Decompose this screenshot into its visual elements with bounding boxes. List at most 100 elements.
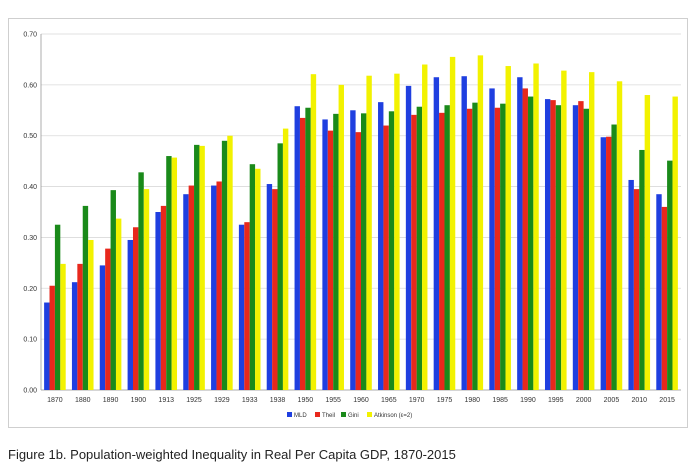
bar-theil-1880 — [77, 263, 83, 390]
y-tick-label: 0.20 — [23, 286, 37, 293]
bar-theil-1925 — [188, 185, 195, 390]
x-tick-label: 1970 — [409, 397, 425, 404]
legend-label: Theil — [322, 413, 335, 419]
bar-gini-1900 — [138, 172, 144, 390]
bar-atkinson-1870 — [60, 263, 66, 390]
bar-atkinson-1990 — [533, 63, 539, 391]
x-tick-label: 1929 — [214, 397, 230, 404]
bar-mld-1880 — [71, 282, 78, 390]
bar-gini-1938 — [277, 143, 283, 390]
x-tick-label: 1965 — [381, 397, 397, 404]
bar-mld-1990 — [517, 77, 523, 390]
bar-mld-1925 — [183, 194, 189, 390]
bar-atkinson-1950 — [310, 74, 317, 391]
x-tick-label: 1900 — [131, 397, 147, 404]
bar-mld-1900 — [127, 239, 133, 390]
legend-swatch-atkinson — [367, 412, 372, 417]
bar-gini-1933 — [249, 164, 256, 390]
bar-mld-2000 — [572, 105, 579, 390]
x-tick-label: 1890 — [103, 397, 119, 404]
bar-atkinson-1938 — [282, 128, 289, 390]
bar-mld-1975 — [433, 77, 440, 390]
bar-gini-1995 — [555, 105, 562, 390]
bar-mld-2010 — [628, 179, 634, 390]
bar-atkinson-1933 — [255, 168, 261, 390]
bar-theil-1960 — [355, 132, 361, 390]
bar-atkinson-1960 — [366, 75, 372, 391]
legend-label: Gini — [348, 413, 359, 419]
bar-theil-1870 — [49, 285, 55, 390]
bar-mld-1933 — [238, 224, 245, 390]
bar-gini-2000 — [583, 108, 590, 390]
bar-atkinson-1955 — [338, 84, 344, 390]
y-tick-label: 0.30 — [23, 235, 37, 242]
bar-theil-1950 — [299, 117, 306, 391]
bar-theil-1929 — [216, 181, 222, 390]
bar-theil-2005 — [606, 136, 612, 390]
bar-gini-1913 — [166, 156, 172, 390]
bar-theil-1995 — [550, 100, 556, 390]
y-tick-label: 0.10 — [23, 337, 37, 344]
bar-theil-1965 — [383, 125, 389, 391]
bar-theil-1970 — [411, 114, 417, 390]
bar-atkinson-1995 — [561, 70, 567, 391]
legend-swatch-mld — [287, 412, 292, 417]
bar-gini-1970 — [416, 106, 423, 391]
bar-atkinson-1985 — [505, 66, 511, 390]
bar-theil-2010 — [633, 189, 640, 390]
bar-atkinson-2000 — [589, 72, 595, 390]
bar-mld-2015 — [656, 194, 662, 390]
bar-atkinson-1965 — [394, 73, 400, 390]
bar-mld-1913 — [155, 212, 161, 390]
bar-mld-1995 — [544, 99, 551, 391]
bar-atkinson-1880 — [88, 239, 94, 390]
bar-mld-1938 — [266, 184, 273, 390]
x-tick-label: 1990 — [520, 397, 536, 404]
bar-gini-2010 — [639, 149, 645, 390]
x-tick-label: 1980 — [465, 397, 481, 404]
x-tick-label: 1870 — [47, 397, 63, 404]
bar-mld-1965 — [378, 102, 384, 391]
x-tick-label: 1985 — [492, 397, 508, 404]
bar-atkinson-2005 — [616, 81, 623, 390]
bar-theil-1990 — [522, 88, 528, 390]
bar-theil-1975 — [439, 112, 445, 390]
bar-gini-1965 — [388, 111, 395, 390]
x-tick-label: 2015 — [659, 397, 675, 404]
y-tick-label: 0.50 — [23, 133, 37, 140]
bar-mld-2005 — [600, 137, 607, 390]
x-tick-label: 1975 — [437, 397, 453, 404]
bar-atkinson-2010 — [644, 95, 651, 391]
legend-swatch-gini — [341, 412, 346, 417]
bar-atkinson-1900 — [143, 189, 150, 390]
bar-mld-1890 — [99, 265, 106, 390]
bar-mld-1870 — [44, 302, 50, 390]
legend-label: MLD — [294, 413, 307, 419]
bar-chart: 0.00 0.10 0.20 0.30 0.40 0.50 0.60 0.70 1870 1880… — [23, 32, 681, 419]
x-tick-label: 1960 — [353, 397, 369, 404]
bar-gini-1975 — [444, 105, 450, 390]
bar-atkinson-1913 — [171, 157, 178, 390]
bar-gini-1985 — [500, 103, 506, 390]
x-tick-label: 1950 — [298, 397, 314, 404]
bar-gini-1929 — [221, 140, 228, 390]
bar-atkinson-1970 — [422, 64, 428, 390]
legend-label: Atkinson (ε=2) — [374, 413, 412, 419]
bar-theil-2000 — [578, 101, 584, 390]
y-tick-label: 0.40 — [23, 184, 37, 191]
bar-atkinson-1975 — [449, 56, 456, 391]
x-tick-label: 2000 — [576, 397, 592, 404]
bar-theil-1913 — [160, 205, 167, 390]
bar-gini-1955 — [333, 113, 339, 391]
bar-atkinson-1925 — [199, 145, 205, 390]
bar-theil-1985 — [494, 107, 501, 390]
bar-gini-2005 — [611, 124, 617, 391]
x-tick-label: 2005 — [604, 397, 620, 404]
y-tick-label: 0.00 — [23, 388, 37, 395]
bar-gini-1870 — [54, 224, 61, 390]
bar-atkinson-1929 — [227, 135, 233, 390]
y-tick-label: 0.70 — [23, 32, 37, 39]
legend-swatch-theil — [315, 412, 320, 417]
x-tick-label: 1955 — [325, 397, 341, 404]
bar-mld-1955 — [322, 119, 328, 390]
